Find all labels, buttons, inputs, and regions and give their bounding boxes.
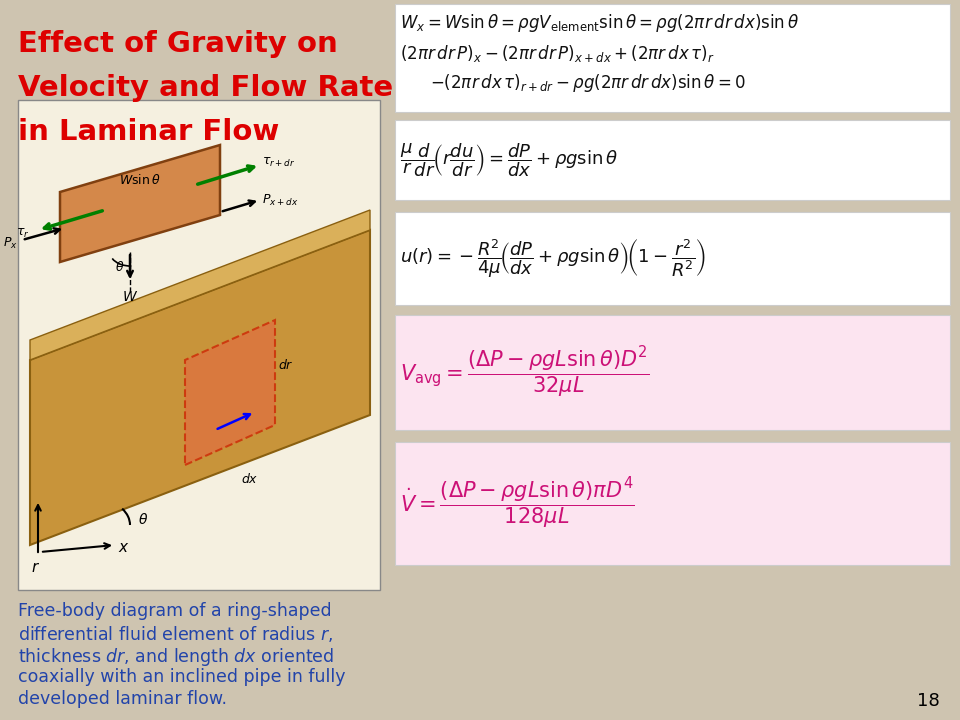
Text: Free-body diagram of a ring-shaped: Free-body diagram of a ring-shaped — [18, 602, 331, 620]
Text: $dx$: $dx$ — [241, 472, 258, 486]
Polygon shape — [30, 210, 370, 360]
Text: coaxially with an inclined pipe in fully: coaxially with an inclined pipe in fully — [18, 668, 346, 686]
Polygon shape — [30, 230, 370, 545]
Text: $\theta$: $\theta$ — [115, 260, 125, 274]
Text: Velocity and Flow Rate: Velocity and Flow Rate — [18, 74, 394, 102]
Text: $W_x = W \sin\theta = \rho g V_{\rm element} \sin\theta = \rho g (2\pi r\, dr\, : $W_x = W \sin\theta = \rho g V_{\rm elem… — [400, 12, 799, 34]
Text: 18: 18 — [917, 692, 940, 710]
Text: $dr$: $dr$ — [278, 358, 294, 372]
Text: $V_{\rm avg} = \dfrac{(\Delta P - \rho g L \sin\theta)D^2}{32\mu L}$: $V_{\rm avg} = \dfrac{(\Delta P - \rho g… — [400, 345, 650, 400]
Text: $\dot{V} = \dfrac{(\Delta P - \rho g L \sin\theta)\pi D^4}{128\mu L}$: $\dot{V} = \dfrac{(\Delta P - \rho g L \… — [400, 476, 635, 531]
Text: Effect of Gravity on: Effect of Gravity on — [18, 30, 338, 58]
Text: $u(r) = -\dfrac{R^2}{4\mu}\!\left(\dfrac{dP}{dx} + \rho g \sin\theta\right)\!\le: $u(r) = -\dfrac{R^2}{4\mu}\!\left(\dfrac… — [400, 237, 706, 280]
Text: $P_x$: $P_x$ — [3, 235, 18, 251]
Text: $\dfrac{\mu}{r}\dfrac{d}{dr}\!\left(r\dfrac{du}{dr}\right) = \dfrac{dP}{dx} + \r: $\dfrac{\mu}{r}\dfrac{d}{dr}\!\left(r\df… — [400, 141, 618, 179]
Text: $\tau_r$: $\tau_r$ — [16, 227, 30, 240]
Text: $x$: $x$ — [118, 539, 130, 554]
Text: $W$: $W$ — [122, 290, 138, 304]
Text: $W\sin\theta$: $W\sin\theta$ — [119, 173, 161, 187]
Text: $P_{x+dx}$: $P_{x+dx}$ — [262, 192, 299, 207]
Text: thickness $dr$, and length $dx$ oriented: thickness $dr$, and length $dx$ oriented — [18, 646, 334, 668]
FancyBboxPatch shape — [395, 315, 950, 430]
Text: developed laminar flow.: developed laminar flow. — [18, 690, 227, 708]
Text: in Laminar Flow: in Laminar Flow — [18, 118, 279, 146]
Text: differential fluid element of radius $r$,: differential fluid element of radius $r$… — [18, 624, 333, 644]
Polygon shape — [60, 145, 220, 262]
FancyBboxPatch shape — [395, 442, 950, 565]
Text: $\tau_{r+dr}$: $\tau_{r+dr}$ — [262, 156, 296, 168]
FancyBboxPatch shape — [395, 4, 950, 112]
Text: $(2\pi r\, dr\, P)_x - (2\pi r\, dr\, P)_{x+dx} + (2\pi r\, dx\, \tau)_r$: $(2\pi r\, dr\, P)_x - (2\pi r\, dr\, P)… — [400, 42, 714, 63]
FancyBboxPatch shape — [395, 120, 950, 200]
FancyBboxPatch shape — [395, 212, 950, 305]
Text: $\theta$: $\theta$ — [138, 513, 148, 528]
FancyBboxPatch shape — [18, 100, 380, 590]
Text: $r$: $r$ — [32, 560, 40, 575]
Text: $-(2\pi r\, dx\, \tau)_{r+dr} - \rho g (2\pi r\, dr\, dx) \sin\theta = 0$: $-(2\pi r\, dx\, \tau)_{r+dr} - \rho g (… — [430, 72, 746, 94]
Polygon shape — [185, 320, 275, 465]
